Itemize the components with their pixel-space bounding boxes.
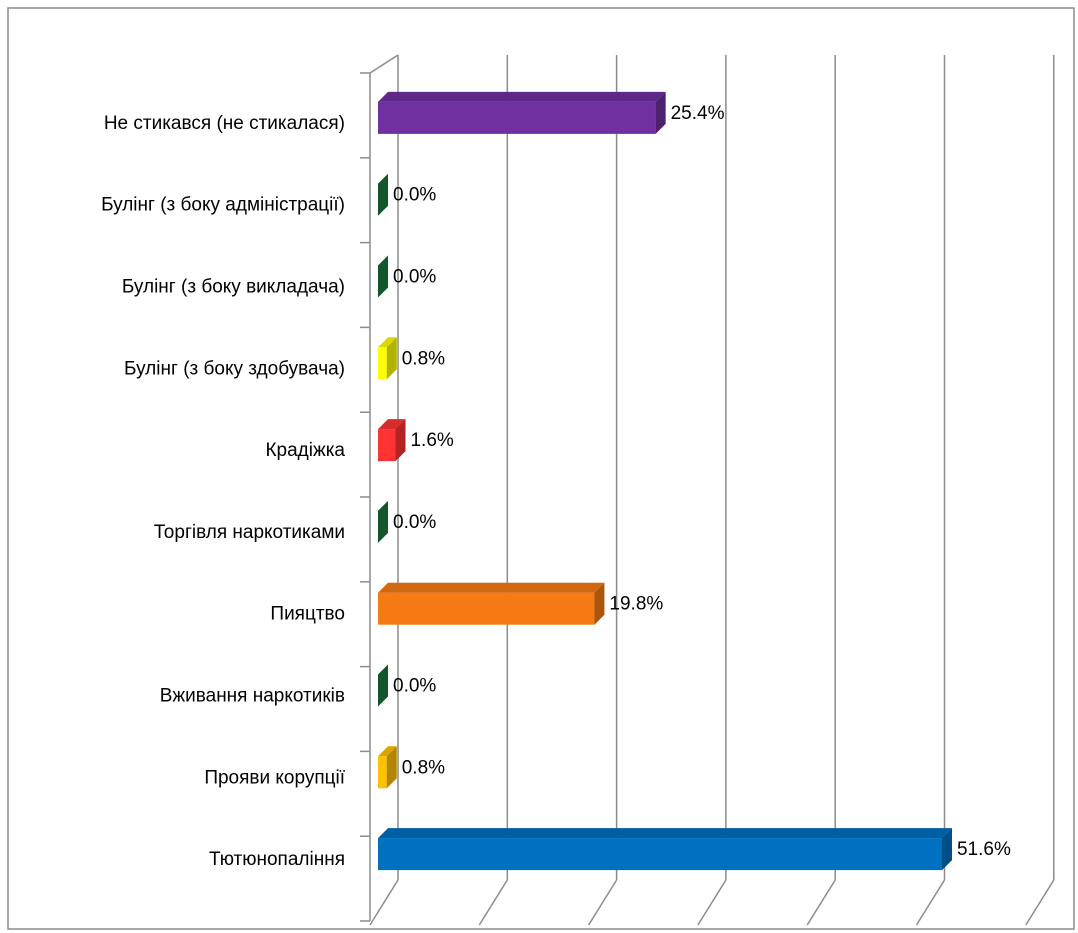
value-label: 1.6% xyxy=(410,430,453,451)
bar xyxy=(378,582,605,625)
bar-top-shade xyxy=(378,582,605,593)
bar-top-shade xyxy=(378,828,952,839)
floor-line xyxy=(806,879,836,926)
bar-side-shade xyxy=(378,173,388,216)
left-wall-top xyxy=(369,54,399,74)
bar-side xyxy=(941,828,952,871)
bar-side xyxy=(378,500,388,543)
bar-side xyxy=(386,337,397,380)
category-label: Крадіжка xyxy=(265,440,345,461)
category-label: Булінг (з боку здобувача) xyxy=(124,358,345,379)
floor-line xyxy=(478,879,508,926)
value-label: 0.8% xyxy=(402,348,445,369)
bar-top xyxy=(378,746,397,757)
value-label: 0.0% xyxy=(393,512,436,533)
bar-top xyxy=(378,828,952,839)
bar xyxy=(378,500,388,543)
bar xyxy=(378,664,388,707)
bar-top-shade xyxy=(378,419,406,430)
bar-side xyxy=(395,419,406,462)
value-label: 51.6% xyxy=(957,839,1011,860)
category-label: Прояви корупції xyxy=(204,767,345,788)
category-label: Пияцтво xyxy=(270,604,345,625)
bar-side-shade xyxy=(386,337,397,380)
category-label: Не стикався (не стикалася) xyxy=(104,113,345,134)
bar-top xyxy=(378,91,666,102)
floor-line xyxy=(587,879,618,926)
bar-front xyxy=(378,101,656,134)
bar-top xyxy=(378,419,406,430)
bar xyxy=(378,337,397,380)
bar-side xyxy=(378,173,388,216)
floor-line xyxy=(915,879,946,926)
bar-side-shade xyxy=(386,746,397,789)
bar-front xyxy=(378,838,942,871)
bar-top-shade xyxy=(378,337,397,348)
bar-front xyxy=(378,347,387,380)
floor-line xyxy=(697,879,727,926)
bar-side xyxy=(386,746,397,789)
category-label: Тютюнопаління xyxy=(209,849,345,870)
bar-front xyxy=(378,429,396,462)
bar-side-shade xyxy=(378,500,388,543)
bar-top xyxy=(378,337,397,348)
bar-top-shade xyxy=(378,746,397,757)
bar-side-shade xyxy=(395,419,406,462)
bar xyxy=(378,173,388,216)
category-label: Вживання наркотиків xyxy=(160,686,345,707)
bar-side-shade xyxy=(941,828,952,871)
value-label: 0.0% xyxy=(393,267,436,288)
bar-side xyxy=(594,582,605,625)
value-label: 25.4% xyxy=(671,103,725,124)
bar xyxy=(378,255,388,298)
chart-border xyxy=(7,7,1075,930)
bar xyxy=(378,746,397,789)
bar-top xyxy=(378,582,605,593)
bar-side-shade xyxy=(594,582,605,625)
bar-front xyxy=(378,756,387,789)
category-label: Булінг (з боку адміністрації) xyxy=(101,195,345,216)
value-label: 0.0% xyxy=(393,676,436,697)
bar-top-shade xyxy=(378,91,666,102)
value-label: 0.0% xyxy=(393,185,436,206)
bar-side xyxy=(378,664,388,707)
value-label: 19.8% xyxy=(609,594,663,615)
bar xyxy=(378,828,952,871)
bar-side-shade xyxy=(378,255,388,298)
bar-side xyxy=(655,91,666,134)
floor-line xyxy=(369,879,399,926)
bar-side xyxy=(378,255,388,298)
bar-front xyxy=(378,592,595,625)
bar-side-shade xyxy=(655,91,666,134)
category-label: Булінг (з боку викладача) xyxy=(122,277,345,298)
category-label: Торгівля наркотиками xyxy=(154,522,345,543)
bar-side-shade xyxy=(378,664,388,707)
floor-line xyxy=(1025,879,1055,926)
value-label: 0.8% xyxy=(402,757,445,778)
bar xyxy=(378,91,666,134)
bar xyxy=(378,419,406,462)
